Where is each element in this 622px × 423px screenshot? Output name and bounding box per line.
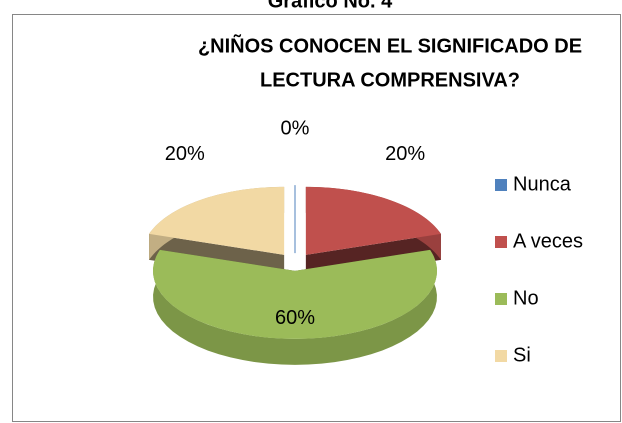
data-label: 60%: [275, 307, 315, 329]
legend-swatch: [495, 293, 507, 305]
chart-title: LECTURA COMPRENSIVA?: [260, 69, 520, 91]
chart-title: ¿NIÑOS CONOCEN EL SIGNIFICADO DE: [198, 34, 582, 57]
slice-side: [153, 249, 437, 365]
legend-swatch: [495, 179, 507, 191]
slice-top: [305, 186, 441, 255]
legend-label: No: [513, 287, 539, 309]
data-label: 20%: [385, 143, 425, 165]
legend-label: Si: [513, 344, 531, 366]
legend-swatch: [495, 350, 507, 362]
legend-label: Nunca: [513, 173, 572, 195]
slice-top: [149, 186, 285, 255]
heading: Gráfico No. 4: [268, 0, 393, 12]
legend-label: A veces: [513, 230, 583, 252]
data-label: 0%: [281, 118, 310, 140]
slice: [153, 249, 437, 365]
slice-top: [153, 249, 437, 339]
data-label: 20%: [165, 143, 205, 165]
legend-swatch: [495, 236, 507, 248]
